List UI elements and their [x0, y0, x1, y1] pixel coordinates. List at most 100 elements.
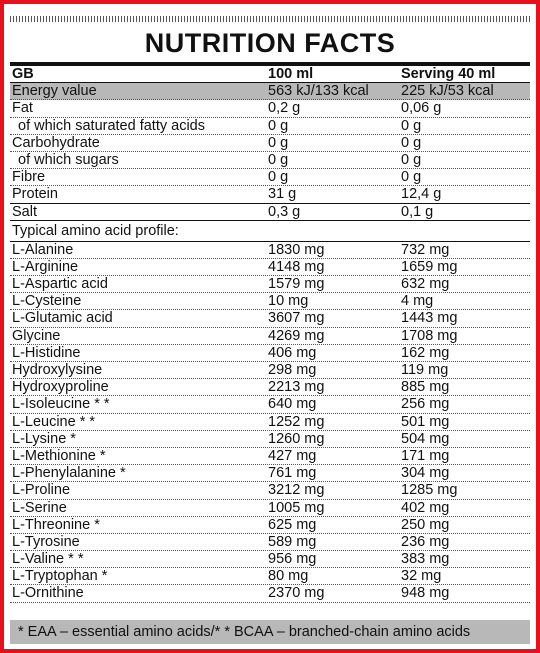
value-100ml: 956 mg [268, 551, 317, 568]
value-serving: 732 mg [401, 241, 450, 258]
value-serving: 402 mg [401, 499, 450, 516]
value-100ml: 4269 mg [268, 327, 325, 344]
value-serving: 948 mg [401, 585, 450, 602]
value-serving: 0 g [401, 134, 422, 151]
row-label: L-Serine [12, 499, 67, 516]
value-serving: 0 g [401, 169, 422, 186]
row-label: L-Aspartic acid [12, 276, 108, 293]
table-row: L-Ornithine 2370 mg 948 mg [10, 585, 530, 603]
value-100ml: 0,2 g [268, 100, 301, 117]
table-row: Hydroxylysine 298 mg 119 mg [10, 362, 530, 380]
value-100ml: 761 mg [268, 465, 317, 482]
amino-heading-row: Typical amino acid profile: [10, 223, 530, 242]
row-label: Hydroxylysine [12, 362, 103, 378]
row-label: L-Tryptophan * [12, 568, 108, 585]
value-100ml: 3212 mg [268, 482, 325, 499]
table-row: Energy value 563 kJ/133 kcal 225 kJ/53 kca… [10, 83, 530, 101]
value-serving: 0,1 g [401, 203, 434, 220]
row-label: of which sugars [18, 151, 119, 168]
value-100ml: 625 mg [268, 516, 317, 533]
row-label: Carbohydrate [12, 134, 100, 151]
value-100ml: 0 g [268, 117, 289, 134]
row-label: Fibre [12, 169, 46, 186]
value-100ml: 0 g [268, 151, 289, 168]
row-label: L-Threonine * [12, 516, 100, 533]
value-serving: 162 mg [401, 344, 450, 361]
header-col-100ml: 100 ml [268, 66, 314, 82]
table-row: L-Tryptophan * 80 mg 32 mg [10, 568, 530, 586]
page-title: NUTRITION FACTS [144, 28, 396, 58]
table-row: Protein 31 g 12,4 g [10, 186, 530, 204]
value-serving: 32 mg [401, 568, 442, 585]
value-serving: 225 kJ/53 kcal [401, 83, 494, 100]
amino-heading: Typical amino acid profile: [12, 222, 179, 239]
value-serving: 236 mg [401, 533, 450, 550]
value-serving: 1443 mg [401, 310, 458, 327]
value-serving: 383 mg [401, 551, 450, 568]
row-label: L-Tyrosine [12, 533, 80, 550]
value-100ml: 2213 mg [268, 379, 325, 396]
row-label: L-Ornithine [12, 585, 84, 602]
value-100ml: 1830 mg [268, 241, 325, 258]
value-100ml: 1005 mg [268, 499, 325, 516]
table-header-row: GB 100 ml Serving 40 ml [10, 66, 530, 84]
header-rule [10, 62, 530, 66]
table-row: of which sugars 0 g 0 g [10, 151, 530, 170]
row-label: L-Glutamic acid [12, 310, 113, 327]
value-100ml: 0,3 g [268, 203, 301, 220]
table-row: L-Cysteine 10 mg 4 mg [10, 293, 530, 311]
table-row: L-Arginine 4148 mg 1659 mg [10, 258, 530, 277]
value-serving: 119 mg [401, 362, 449, 378]
value-100ml: 3607 mg [268, 310, 325, 327]
table-row: L-Glutamic acid 3607 mg 1443 mg [10, 310, 530, 328]
nutrient-rows: Energy value 563 kJ/133 kcal 225 kJ/53 kca… [10, 83, 530, 221]
value-100ml: 2370 mg [268, 585, 325, 602]
table-row: L-Proline 3212 mg 1285 mg [10, 482, 530, 500]
value-serving: 632 mg [401, 276, 450, 293]
row-label: L-Cysteine [12, 293, 82, 310]
row-label: of which saturated fatty acids [18, 117, 205, 134]
value-100ml: 589 mg [268, 533, 317, 550]
value-100ml: 1260 mg [268, 430, 325, 447]
value-serving: 12,4 g [401, 186, 442, 203]
row-label: L-Methionine * [12, 447, 106, 464]
value-serving: 1659 mg [401, 258, 458, 275]
table-row: L-Aspartic acid 1579 mg 632 mg [10, 276, 530, 294]
table-row: L-Threonine * 625 mg 250 mg [10, 517, 530, 534]
row-label: L-Histidine [12, 344, 81, 361]
row-label: Energy value [12, 83, 97, 100]
value-100ml: 1579 mg [268, 276, 325, 293]
header-col-serving: Serving 40 ml [401, 66, 496, 82]
value-serving: 885 mg [401, 379, 450, 396]
row-label: L-Leucine * * [12, 413, 96, 430]
value-serving: 0,06 g [401, 100, 442, 117]
row-label: Salt [12, 203, 37, 220]
value-serving: 501 mg [401, 413, 450, 430]
row-label: Fat [12, 100, 33, 117]
table-row: L-Lysine * 1260 mg 504 mg [10, 431, 530, 448]
value-serving: 1708 mg [401, 327, 458, 344]
value-serving: 171 mg [401, 447, 450, 464]
value-100ml: 0 g [268, 134, 289, 151]
table-row: L-Isoleucine * * 640 mg 256 mg [10, 396, 530, 414]
header-label: GB [12, 66, 34, 82]
value-100ml: 0 g [268, 169, 289, 186]
table-row: L-Methionine * 427 mg 171 mg [10, 447, 530, 466]
table-row: L-Alanine 1830 mg 732 mg [10, 242, 530, 259]
value-serving: 504 mg [401, 430, 450, 447]
nutrition-facts-panel: NUTRITION FACTS GB 100 ml Serving 40 ml … [4, 4, 536, 649]
value-100ml: 31 g [268, 186, 297, 203]
table-row: Glycine 4269 mg 1708 mg [10, 328, 530, 345]
table-row: L-Valine * * 956 mg 383 mg [10, 551, 530, 569]
table-row: Fat 0,2 g 0,06 g [10, 100, 530, 118]
value-serving: 256 mg [401, 396, 450, 413]
footnote: * EAA – essential amino acids/* * BCAA –… [10, 620, 530, 644]
table-row: L-Histidine 406 mg 162 mg [10, 345, 530, 362]
value-serving: 1285 mg [401, 482, 458, 499]
value-100ml: 640 mg [268, 396, 317, 413]
row-label: L-Phenylalanine * [12, 465, 126, 482]
row-label: L-Valine * * [12, 551, 84, 568]
value-100ml: 10 mg [268, 293, 309, 310]
value-100ml: 298 mg [268, 362, 317, 378]
table-row: L-Tyrosine 589 mg 236 mg [10, 533, 530, 552]
